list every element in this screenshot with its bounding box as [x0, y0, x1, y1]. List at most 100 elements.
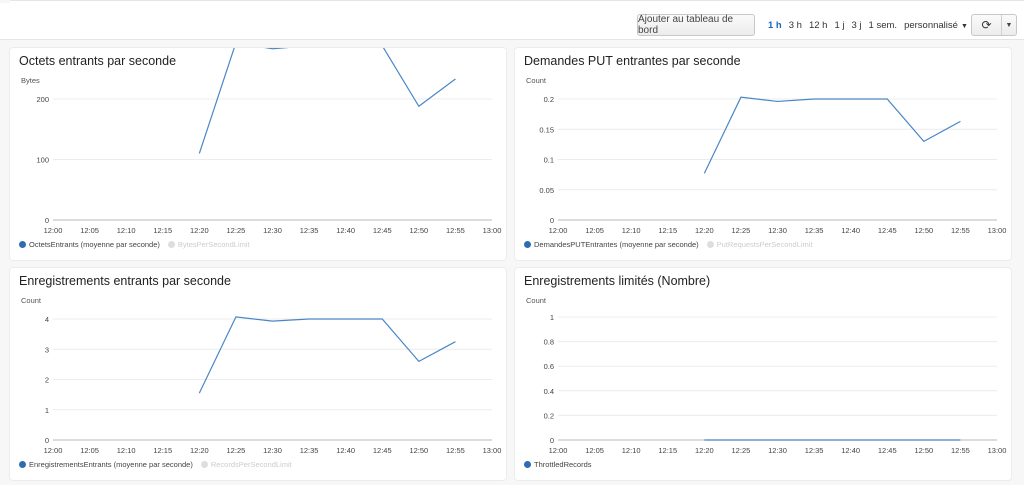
legend-item[interactable]: DemandesPUTEntrantes (moyenne par second…: [534, 240, 699, 249]
line-chart[interactable]: 0 0.05 0.1 0.15 0.2 12:00 12:05 12:10 12:15 12:20…: [515, 48, 1011, 260]
y-tick-label: 100: [36, 156, 49, 165]
x-tick-label: 12:15: [658, 446, 677, 455]
legend-swatch: [19, 241, 26, 248]
chart-legend: EnregistrementsEntrants (moyenne par sec…: [19, 460, 292, 469]
legend-label: RecordsPerSecondLimit: [210, 460, 292, 469]
x-tick-label: 12:25: [732, 446, 751, 455]
x-tick-label: 12:15: [153, 446, 172, 455]
x-tick-label: 12:55: [951, 226, 970, 235]
x-tick-label: 12:50: [409, 446, 428, 455]
x-tick-label: 12:05: [80, 446, 99, 455]
y-tick-label: 1: [45, 406, 49, 415]
range-3d[interactable]: 3 j: [851, 20, 862, 31]
chart-title: Demandes PUT entrantes par seconde: [524, 54, 741, 68]
x-tick-label: 12:50: [914, 446, 933, 455]
y-tick-label: 0: [45, 436, 49, 445]
y-tick-label: 0.15: [539, 125, 554, 134]
y-tick-label: 0.4: [544, 387, 554, 396]
x-tick-label: 12:55: [951, 446, 970, 455]
legend-item-inactive[interactable]: BytesPerSecondLimit: [167, 240, 250, 249]
x-tick-label: 12:25: [227, 226, 246, 235]
y-tick-label: 4: [45, 315, 49, 324]
y-tick-label: 0: [550, 216, 554, 225]
x-tick-label: 12:10: [622, 446, 641, 455]
x-tick-label: 12:40: [841, 226, 860, 235]
x-tick-label: 12:20: [190, 446, 209, 455]
refresh-button-group: ⟳ ▼: [971, 14, 1017, 36]
x-tick-label: 12:00: [44, 226, 63, 235]
x-tick-label: 12:00: [549, 226, 568, 235]
dashboard-toolbar: Ajouter au tableau de bord 1 h 3 h 12 h …: [0, 3, 1024, 40]
y-tick-label: 0: [45, 216, 49, 225]
caret-down-icon: ▼: [960, 23, 968, 30]
y-tick-label: 0.2: [544, 411, 554, 420]
chart-panel-incoming-records: Enregistrements entrants par seconde Cou…: [10, 268, 506, 480]
x-tick-label: 12:45: [878, 446, 897, 455]
x-tick-label: 12:40: [841, 446, 860, 455]
x-tick-label: 12:25: [227, 446, 246, 455]
x-tick-label: 12:05: [585, 226, 604, 235]
y-tick-label: 1: [550, 313, 554, 322]
legend-swatch: [167, 241, 175, 248]
series-line[interactable]: [703, 96, 961, 174]
x-tick-label: 12:50: [409, 226, 428, 235]
range-custom[interactable]: personnalisé ▼: [904, 20, 968, 31]
x-tick-label: 12:45: [373, 226, 392, 235]
range-1h[interactable]: 1 h: [768, 20, 782, 31]
y-axis-unit: Count: [526, 76, 547, 85]
line-chart[interactable]: 0 0.2 0.4 0.6 0.8 1 12:00 12:05 12:10 12:15 12:20 1…: [515, 268, 1011, 480]
y-tick-label: 3: [45, 345, 49, 354]
legend-swatch: [200, 461, 208, 468]
series-line[interactable]: [198, 316, 456, 394]
x-tick-label: 12:40: [336, 226, 355, 235]
add-to-dashboard-button[interactable]: Ajouter au tableau de bord: [637, 14, 755, 36]
x-tick-label: 12:05: [585, 446, 604, 455]
series-line[interactable]: [198, 48, 456, 154]
chart-legend: OctetsEntrants (moyenne par seconde) Byte…: [19, 240, 250, 249]
legend-item[interactable]: ThrottledRecords: [534, 460, 592, 469]
x-tick-label: 12:30: [768, 226, 787, 235]
legend-item[interactable]: EnregistrementsEntrants (moyenne par sec…: [29, 460, 193, 469]
legend-swatch: [19, 461, 26, 468]
range-3h[interactable]: 3 h: [788, 20, 802, 31]
legend-item-inactive[interactable]: PutRequestsPerSecondLimit: [706, 240, 813, 249]
x-tick-label: 13:00: [988, 226, 1007, 235]
time-range-selector: 1 h 3 h 12 h 1 j 3 j 1 sem. personnalisé…: [768, 20, 968, 31]
top-divider: [10, 0, 1024, 3]
chart-legend: ThrottledRecords: [524, 460, 592, 469]
legend-item-inactive[interactable]: RecordsPerSecondLimit: [200, 460, 292, 469]
chart-title: Enregistrements entrants par seconde: [19, 274, 231, 288]
y-tick-label: 0.2: [544, 95, 554, 104]
range-12h[interactable]: 12 h: [808, 20, 828, 31]
x-tick-label: 12:15: [153, 226, 172, 235]
y-axis-unit: Bytes: [21, 76, 40, 85]
chart-panel-throttled-records: Enregistrements limités (Nombre) Count 0 0…: [515, 268, 1011, 480]
chart-title: Enregistrements limités (Nombre): [524, 274, 711, 288]
line-chart[interactable]: 0 100 200 12:00 12:05 12:10 12:15 12:20 12:25 12:…: [10, 48, 506, 260]
y-tick-label: 0.05: [539, 186, 554, 195]
legend-item[interactable]: OctetsEntrants (moyenne par seconde): [29, 240, 160, 249]
x-tick-label: 12:20: [695, 226, 714, 235]
y-tick-label: 0: [550, 436, 554, 445]
x-tick-label: 12:10: [622, 226, 641, 235]
x-tick-label: 12:20: [190, 226, 209, 235]
x-tick-label: 12:25: [732, 226, 751, 235]
x-tick-label: 12:50: [914, 226, 933, 235]
chart-panel-incoming-put-requests: Demandes PUT entrantes par seconde Count…: [515, 48, 1011, 260]
legend-label: PutRequestsPerSecondLimit: [716, 240, 813, 249]
x-tick-label: 12:45: [373, 446, 392, 455]
chart-legend: DemandesPUTEntrantes (moyenne par second…: [524, 240, 813, 249]
x-tick-label: 13:00: [483, 226, 502, 235]
refresh-options-button[interactable]: ▼: [1002, 15, 1016, 35]
x-tick-label: 12:40: [336, 446, 355, 455]
x-tick-label: 12:35: [805, 226, 824, 235]
chart-panel-incoming-bytes: Octets entrants par seconde Bytes 0 100 200…: [10, 48, 506, 260]
x-tick-label: 12:15: [658, 226, 677, 235]
y-axis-unit: Count: [21, 296, 42, 305]
line-chart[interactable]: 0 1 2 3 4 12:00 12:05 12:10 12:15 12:20 12:25 12:30…: [10, 268, 506, 480]
range-1d[interactable]: 1 j: [834, 20, 845, 31]
refresh-button[interactable]: ⟳: [972, 15, 1002, 35]
range-1w[interactable]: 1 sem.: [868, 20, 898, 31]
y-tick-label: 200: [36, 95, 49, 104]
legend-swatch: [524, 461, 531, 468]
